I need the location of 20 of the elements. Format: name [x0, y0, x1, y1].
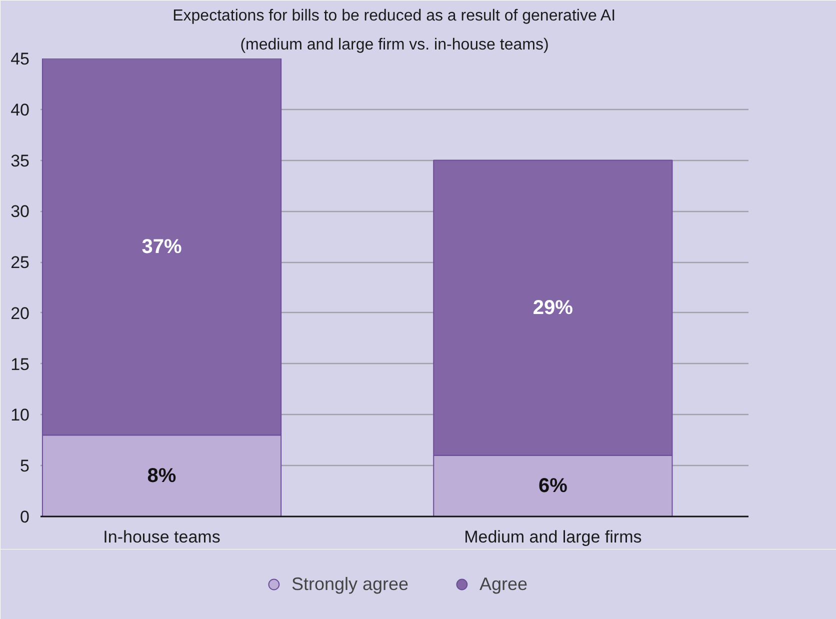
- data-label: 6%: [538, 474, 568, 497]
- data-label: 8%: [147, 464, 176, 487]
- x-tick-label: Medium and large firms: [464, 528, 642, 546]
- legend-label: Agree: [480, 574, 528, 594]
- y-tick-label: 15: [10, 354, 30, 374]
- x-tick-label: In-house teams: [103, 528, 220, 546]
- y-tick-label: 45: [10, 50, 30, 68]
- y-tick-label: 5: [20, 456, 30, 476]
- chart-subtitle: (medium and large firm vs. in-house teams): [240, 36, 549, 54]
- y-tick-label: 0: [20, 508, 30, 526]
- y-tick-label: 10: [10, 406, 30, 425]
- legend-label: Strongly agree: [291, 574, 409, 594]
- chart-title: Expectations for bills to be reduced as a result of generative AI: [172, 8, 616, 24]
- y-tick-label: 35: [10, 151, 30, 170]
- y-tick-label: 25: [10, 253, 30, 272]
- data-label: 29%: [532, 296, 574, 319]
- y-tick-label: 30: [10, 202, 30, 222]
- data-label: 37%: [142, 236, 182, 258]
- y-tick-label: 40: [10, 100, 30, 120]
- y-tick-label: 20: [10, 304, 30, 323]
